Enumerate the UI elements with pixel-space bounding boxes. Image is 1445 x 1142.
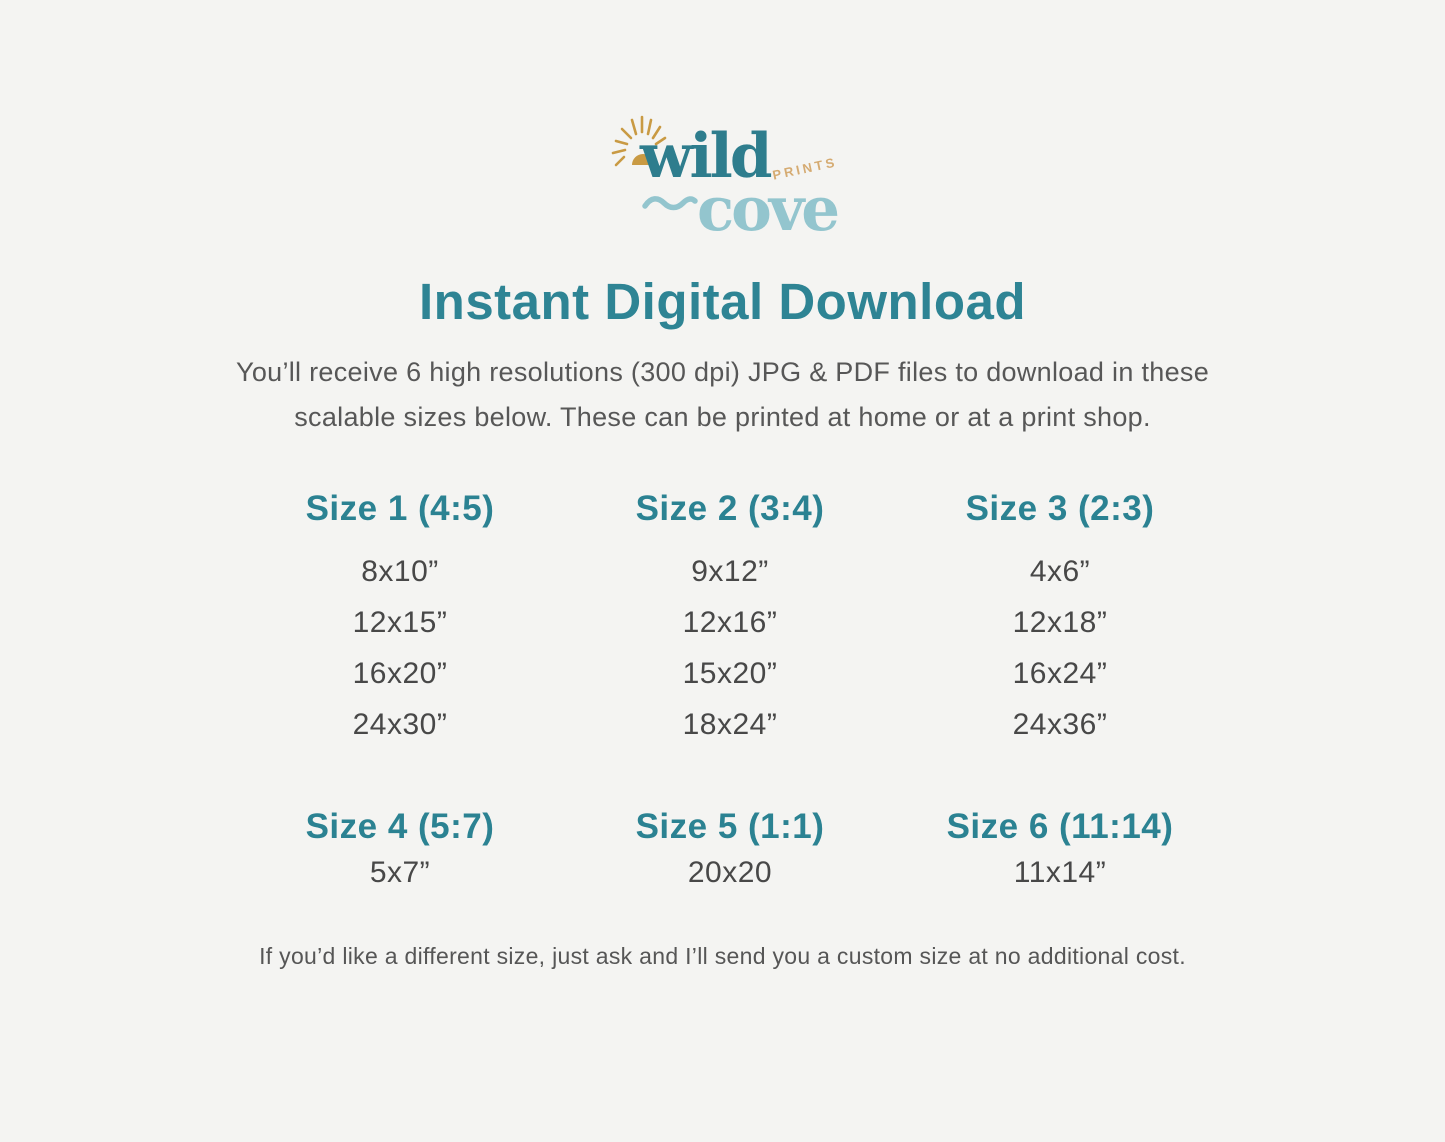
size-group-5: Size 5 (1:1) 20x20 xyxy=(565,806,895,893)
size-item: 12x18” xyxy=(1012,606,1108,639)
size-group-4: Size 4 (5:7) 5x7” xyxy=(235,806,565,893)
size-grid-row-2: Size 4 (5:7) 5x7” Size 5 (1:1) 20x20 Siz… xyxy=(235,806,1225,893)
size-group-list: 5x7” xyxy=(235,853,565,893)
size-item: 9x12” xyxy=(691,555,769,588)
size-group-label: Size 1 (4:5) xyxy=(305,489,495,528)
size-group-list: 9x12” 12x16” 15x20” 18x24” xyxy=(565,546,895,750)
intro-line-2: scalable sizes below. These can be print… xyxy=(294,402,1151,432)
size-item: 16x24” xyxy=(1012,657,1108,690)
size-item: 24x36” xyxy=(1012,708,1108,741)
size-group-2: Size 2 (3:4) 9x12” 12x16” 15x20” 18x24” xyxy=(565,488,895,750)
size-group-3: Size 3 (2:3) 4x6” 12x18” 16x24” 24x36” xyxy=(895,488,1225,750)
size-group-list: 4x6” 12x18” 16x24” 24x36” xyxy=(895,546,1225,750)
wave-icon xyxy=(642,196,698,211)
intro-line-1: You’ll receive 6 high resolutions (300 d… xyxy=(235,357,1210,387)
size-item: 12x16” xyxy=(682,606,778,639)
logo-word-cove: cove xyxy=(697,174,840,245)
custom-size-note: If you’d like a different size, just ask… xyxy=(259,943,1186,969)
size-item: 15x20” xyxy=(682,657,778,690)
size-group-label: Size 4 (5:7) xyxy=(305,807,495,846)
sunburst-icon xyxy=(611,115,667,167)
size-item: 12x15” xyxy=(352,606,448,639)
intro-paragraph: You’ll receive 6 high resolutions (300 d… xyxy=(0,350,1445,440)
size-group-list: 20x20 xyxy=(565,853,895,893)
size-item: 18x24” xyxy=(682,708,778,741)
size-group-1: Size 1 (4:5) 8x10” 12x15” 16x20” 24x30” xyxy=(235,488,565,750)
logo-word-wild: wild xyxy=(640,121,773,192)
size-item: 20x20 xyxy=(687,856,773,889)
size-item: 4x6” xyxy=(1029,555,1091,588)
size-group-label: Size 3 (2:3) xyxy=(965,489,1155,528)
size-group-6: Size 6 (11:14) 11x14” xyxy=(895,806,1225,893)
size-group-list: 8x10” 12x15” 16x20” 24x30” xyxy=(235,546,565,750)
brand-logo: wild PRINTS cove xyxy=(600,105,860,240)
size-item: 8x10” xyxy=(361,555,439,588)
size-item: 16x20” xyxy=(352,657,448,690)
size-group-label: Size 2 (3:4) xyxy=(635,489,825,528)
size-grid-row-1: Size 1 (4:5) 8x10” 12x15” 16x20” 24x30” … xyxy=(235,488,1225,750)
page-title: Instant Digital Download xyxy=(419,273,1026,330)
size-item: 5x7” xyxy=(369,856,431,889)
size-group-label: Size 5 (1:1) xyxy=(635,807,825,846)
size-item: 11x14” xyxy=(1013,856,1107,889)
size-group-label: Size 6 (11:14) xyxy=(946,807,1174,846)
size-group-list: 11x14” xyxy=(895,853,1225,893)
size-item: 24x30” xyxy=(352,708,448,741)
